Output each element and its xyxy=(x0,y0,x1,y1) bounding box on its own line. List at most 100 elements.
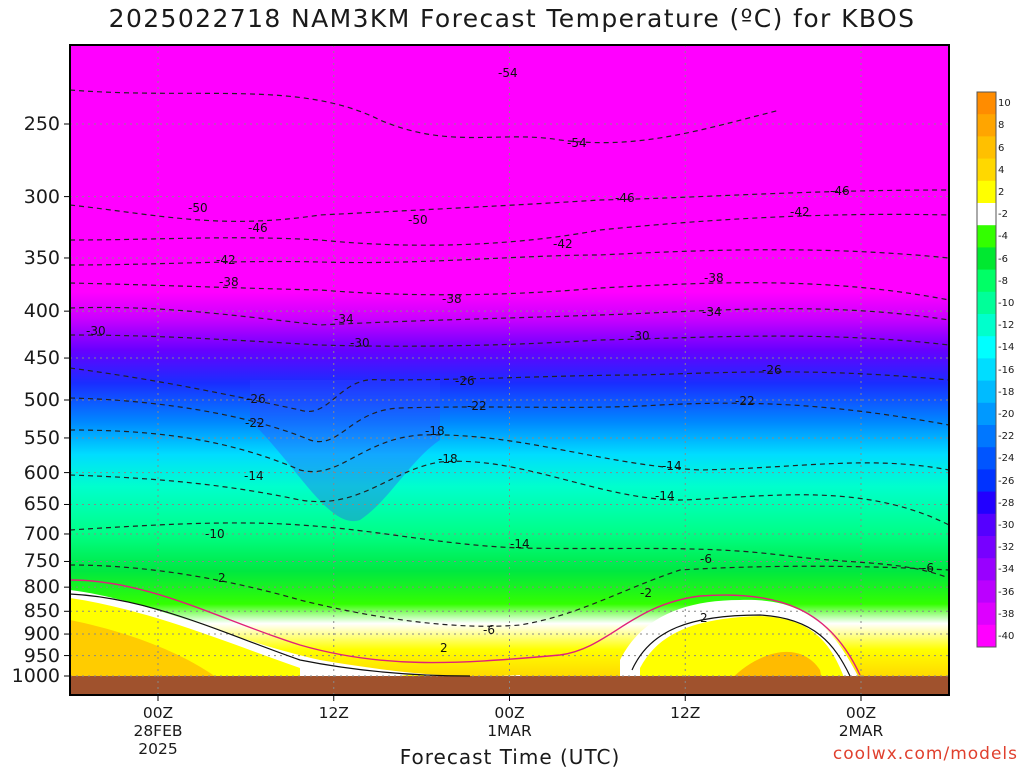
contour-label: -54 xyxy=(567,136,587,150)
x-tick-label: 12Z xyxy=(284,704,384,722)
colorbar-label: -8 xyxy=(998,275,1008,287)
colorbar-swatch xyxy=(977,136,996,160)
x-tick-label-line: 00Z xyxy=(142,704,174,722)
contour-label: -46 xyxy=(830,184,850,198)
ground-layer xyxy=(70,676,949,695)
y-tick-label: 850 xyxy=(23,600,60,623)
colorbar-swatch xyxy=(977,225,996,248)
contour-label: -18 xyxy=(438,452,458,466)
y-tick-label: 950 xyxy=(23,644,60,667)
colorbar-label: -10 xyxy=(998,297,1015,309)
isotherm-line xyxy=(70,89,781,144)
y-tick-label: 650 xyxy=(23,493,60,516)
colorbar-swatch xyxy=(977,203,996,226)
contour-label: -50 xyxy=(188,201,208,215)
colorbar-label: 10 xyxy=(998,98,1011,110)
x-tick-label-line: 12Z xyxy=(670,704,701,722)
contour-label: -22 xyxy=(735,394,755,408)
colorbar-label: -18 xyxy=(998,386,1015,398)
isotherm-line xyxy=(70,564,949,627)
contour-label: -18 xyxy=(425,424,445,438)
x-tick-label-line: 2025 xyxy=(138,740,178,758)
colorbar-swatch xyxy=(977,380,996,404)
contour-label: -42 xyxy=(553,237,573,251)
colorbar-label: -20 xyxy=(998,408,1015,420)
colorbar-swatch xyxy=(977,291,996,315)
colorbar-label: -36 xyxy=(998,586,1015,598)
colorbar-swatch xyxy=(977,269,996,293)
y-tick-label: 500 xyxy=(23,389,60,411)
contour-label: -34 xyxy=(334,312,354,326)
x-tick-label: 12Z xyxy=(635,704,735,722)
y-tick-label: 400 xyxy=(23,300,60,323)
x-tick-label: 00Z 2MAR xyxy=(811,704,911,740)
contour-label: -14 xyxy=(662,459,682,473)
x-tick-label-line: 00Z xyxy=(494,704,525,722)
colorbar-label: -38 xyxy=(998,608,1015,620)
contour-label: -26 xyxy=(246,392,266,406)
contour-label: -50 xyxy=(408,213,428,227)
x-axis-ticks xyxy=(157,695,862,701)
colorbar-label: -30 xyxy=(998,519,1015,531)
colorbar-swatch xyxy=(977,469,996,493)
colorbar-label: 6 xyxy=(998,142,1005,154)
colorbar-swatch xyxy=(977,158,996,182)
contour-label-group: -54 -54 -50 -50 -46 -46 -46 -42 -42 -42 -38 -38 -38 -… xyxy=(86,66,934,655)
colorbar-swatch xyxy=(977,580,996,604)
x-tick-label-line: 00Z xyxy=(845,704,877,722)
freezing-line xyxy=(70,579,861,676)
contour-label: -54 xyxy=(498,66,518,80)
isotherm-line xyxy=(70,213,949,246)
contour-label: -46 xyxy=(248,221,268,235)
contour-label: -14 xyxy=(244,469,264,483)
colorbar-frame xyxy=(976,91,997,648)
contour-label: -30 xyxy=(630,329,650,343)
colorbar-swatch xyxy=(977,513,996,537)
colorbar-label: -12 xyxy=(998,320,1015,332)
colorbar-swatch xyxy=(977,491,996,515)
contour-label: -6 xyxy=(922,561,934,575)
colorbar-swatch xyxy=(977,602,996,626)
contour-label: -22 xyxy=(245,416,265,430)
contour-label: -38 xyxy=(219,275,239,289)
contour-label: -2 xyxy=(640,586,652,600)
colorbar-label: 8 xyxy=(998,120,1005,132)
contour-label: -38 xyxy=(442,292,462,306)
colorbar-swatch xyxy=(977,402,996,426)
colorbar-swatch xyxy=(977,447,996,470)
x-tick-label-line: 1MAR xyxy=(487,722,532,740)
y-tick-label: 1000 xyxy=(11,665,60,687)
colorbar-label: 4 xyxy=(998,164,1005,176)
colorbar-label: -40 xyxy=(998,630,1015,642)
colorbar-label: -16 xyxy=(998,364,1015,376)
colorbar-swatch xyxy=(977,336,996,359)
colorbar-label: -24 xyxy=(998,453,1015,465)
contour-label: -6 xyxy=(483,623,495,637)
contour-label: -34 xyxy=(702,305,722,319)
colorbar-swatch xyxy=(977,558,996,581)
contour-label: -38 xyxy=(704,271,724,285)
colorbar-label: -22 xyxy=(998,431,1015,443)
credit-link[interactable]: coolwx.com/models xyxy=(832,744,1018,764)
warm-contour-right xyxy=(631,614,851,677)
colorbar-label: -6 xyxy=(998,253,1008,265)
y-tick-label: 300 xyxy=(23,185,60,208)
colorbar-label: -26 xyxy=(998,475,1015,487)
y-tick-label: 700 xyxy=(23,522,60,545)
colorbar-label: -2 xyxy=(998,209,1008,221)
isotherm-line xyxy=(70,249,949,266)
isotherm-line xyxy=(70,306,949,326)
isotherm-line xyxy=(70,397,949,443)
contour-label: -22 xyxy=(467,399,487,413)
colorbar-label: -28 xyxy=(998,497,1015,509)
contour-label: 2 xyxy=(700,611,708,625)
contour-label: -42 xyxy=(790,205,810,219)
trough-shading xyxy=(250,380,440,522)
isotherm-lines xyxy=(70,89,949,627)
x-axis-title: Forecast Time (UTC) xyxy=(399,745,621,769)
y-tick-label: 450 xyxy=(23,347,60,370)
x-tick-label-line: 2MAR xyxy=(838,722,884,740)
colorbar-swatch xyxy=(977,314,996,337)
chart-title: 2025022718 NAM3KM Forecast Temperature (… xyxy=(108,4,916,33)
